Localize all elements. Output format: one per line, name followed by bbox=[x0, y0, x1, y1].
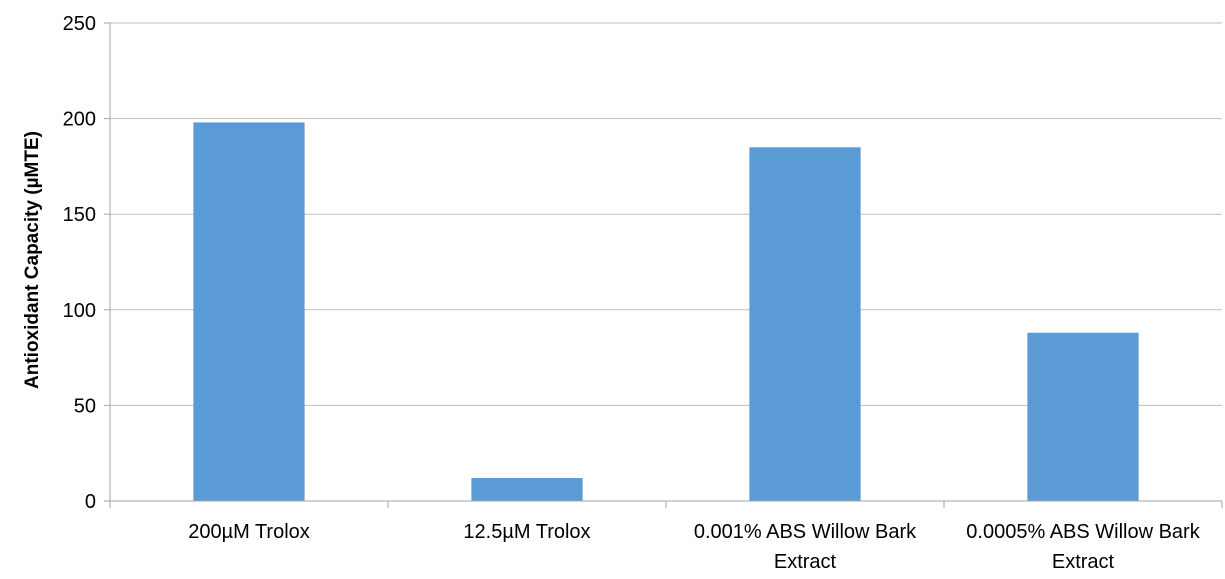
x-category-label: 200µM Trolox bbox=[188, 521, 310, 543]
y-tick-labels: 0 50 100 150 200 250 bbox=[63, 13, 96, 513]
bars bbox=[193, 122, 1139, 501]
y-tick-label: 150 bbox=[63, 204, 96, 226]
y-tick-label: 200 bbox=[63, 109, 96, 131]
x-category-label: 0.001% ABS Willow Bark Extract bbox=[694, 521, 917, 573]
y-tick-label: 0 bbox=[85, 491, 96, 513]
y-axis-title: Antioxidant Capacity (µMTE) bbox=[22, 131, 43, 389]
x-category-label: 0.0005% ABS Willow Bark Extract bbox=[966, 521, 1200, 573]
axes bbox=[104, 22, 1223, 508]
y-tick-label: 250 bbox=[63, 13, 96, 35]
y-tick-label: 100 bbox=[63, 300, 96, 322]
bar bbox=[1027, 332, 1139, 501]
bar bbox=[749, 147, 861, 501]
x-category-labels: 200µM Trolox 12.5µM Trolox 0.001% ABS Will… bbox=[188, 521, 1201, 573]
y-tick-label: 50 bbox=[74, 395, 96, 417]
x-category-label: 12.5µM Trolox bbox=[463, 521, 590, 543]
bar bbox=[471, 478, 583, 501]
bar bbox=[193, 122, 305, 501]
